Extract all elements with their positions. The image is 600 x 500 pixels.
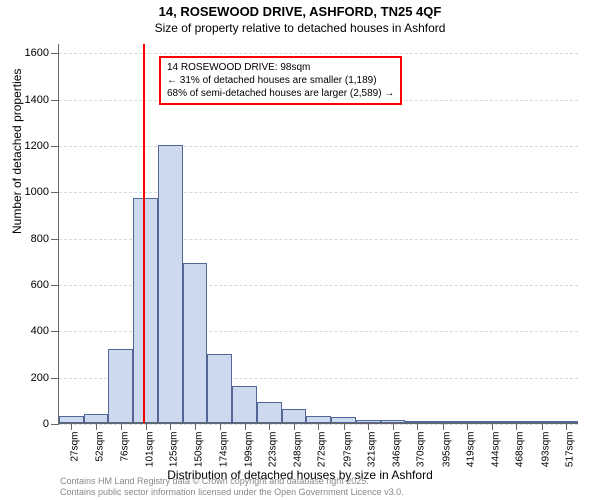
x-tick-label: 272sqm [317, 432, 328, 468]
attribution: Contains HM Land Registry data © Crown c… [60, 476, 404, 498]
x-tick [566, 423, 567, 430]
x-tick-label: 346sqm [392, 432, 403, 468]
page-title: 14, ROSEWOOD DRIVE, ASHFORD, TN25 4QF [0, 4, 600, 19]
x-tick [220, 423, 221, 430]
histogram-bar [183, 263, 208, 423]
grid-line [59, 53, 578, 54]
y-axis-title: Number of detached properties [10, 69, 24, 234]
x-tick-label: 493sqm [540, 432, 551, 468]
x-tick [96, 423, 97, 430]
y-tick-label: 0 [43, 418, 59, 430]
y-tick-label: 400 [31, 325, 59, 337]
x-tick-label: 52sqm [95, 432, 106, 462]
grid-line [59, 192, 578, 193]
histogram-bar [108, 349, 133, 423]
x-tick [195, 423, 196, 430]
y-tick-label: 1000 [25, 186, 59, 198]
annotation-line: 14 ROSEWOOD DRIVE: 98sqm [167, 61, 394, 74]
x-tick [368, 423, 369, 430]
x-tick-label: 395sqm [441, 432, 452, 468]
x-tick-label: 199sqm [243, 432, 254, 468]
attribution-line: Contains public sector information licen… [60, 487, 404, 498]
y-tick-label: 800 [31, 233, 59, 245]
x-tick-label: 444sqm [491, 432, 502, 468]
histogram-bar [282, 409, 307, 423]
y-tick-label: 1400 [25, 94, 59, 106]
x-tick [393, 423, 394, 430]
y-tick-label: 1200 [25, 140, 59, 152]
x-tick [542, 423, 543, 430]
x-tick-label: 27sqm [70, 432, 81, 462]
x-tick [269, 423, 270, 430]
y-tick-label: 1600 [25, 47, 59, 59]
x-tick-label: 76sqm [119, 432, 130, 462]
y-tick-label: 200 [31, 372, 59, 384]
x-tick-label: 297sqm [342, 432, 353, 468]
y-tick-label: 600 [31, 279, 59, 291]
x-tick [245, 423, 246, 430]
x-tick [294, 423, 295, 430]
annotation-line: ← 31% of detached houses are smaller (1,… [167, 74, 394, 87]
x-tick [417, 423, 418, 430]
x-tick-label: 125sqm [169, 432, 180, 468]
property-marker-line [143, 44, 145, 423]
x-tick-label: 101sqm [144, 432, 155, 468]
x-tick-label: 370sqm [416, 432, 427, 468]
x-tick-label: 517sqm [564, 432, 575, 468]
histogram-bar [158, 145, 183, 423]
x-tick-label: 150sqm [194, 432, 205, 468]
x-tick [492, 423, 493, 430]
x-tick-label: 223sqm [268, 432, 279, 468]
x-tick [121, 423, 122, 430]
histogram-bar [207, 354, 232, 424]
x-tick [443, 423, 444, 430]
histogram-bar [84, 414, 109, 423]
page-subtitle: Size of property relative to detached ho… [0, 21, 600, 35]
x-tick [516, 423, 517, 430]
x-tick-label: 419sqm [465, 432, 476, 468]
x-tick-label: 174sqm [218, 432, 229, 468]
histogram-bar [59, 416, 84, 423]
attribution-line: Contains HM Land Registry data © Crown c… [60, 476, 404, 487]
x-tick [344, 423, 345, 430]
annotation-box: 14 ROSEWOOD DRIVE: 98sqm← 31% of detache… [159, 56, 402, 105]
x-tick [146, 423, 147, 430]
grid-line [59, 146, 578, 147]
histogram-bar [306, 416, 331, 423]
x-tick [318, 423, 319, 430]
histogram-bar [133, 198, 158, 423]
x-tick [467, 423, 468, 430]
histogram-chart: 0200400600800100012001400160027sqm52sqm7… [58, 44, 578, 424]
x-tick-label: 468sqm [515, 432, 526, 468]
x-tick-label: 248sqm [293, 432, 304, 468]
x-tick [71, 423, 72, 430]
histogram-bar [232, 386, 257, 423]
histogram-bar [257, 402, 282, 423]
x-tick [170, 423, 171, 430]
x-tick-label: 321sqm [366, 432, 377, 468]
annotation-line: 68% of semi-detached houses are larger (… [167, 87, 394, 100]
